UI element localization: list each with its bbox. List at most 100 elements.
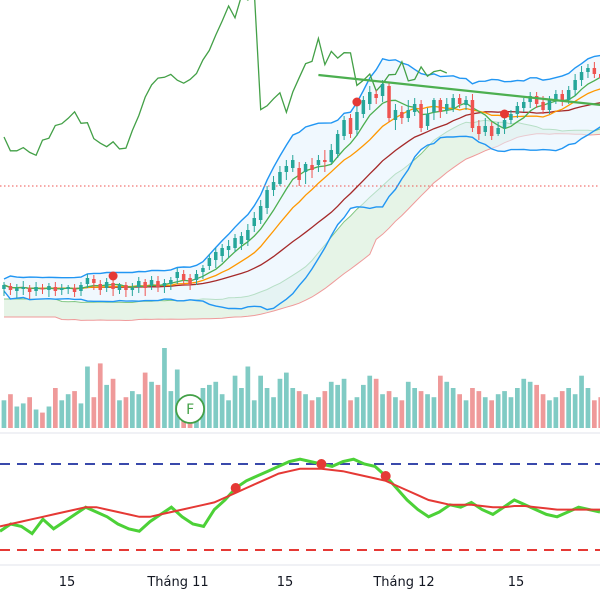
candle-body	[496, 128, 500, 134]
candle-body	[220, 248, 224, 256]
candle-body	[291, 160, 295, 168]
candle-body	[586, 68, 590, 72]
candle-body	[310, 165, 314, 170]
candle-body	[303, 164, 308, 172]
volume-bar	[585, 388, 591, 428]
volume-bar	[46, 406, 52, 428]
ma-short-line	[3, 76, 600, 290]
stochastic-k-line	[0, 457, 600, 536]
candle-body	[355, 112, 359, 130]
bollinger-lower	[3, 126, 600, 311]
stochastic-marker	[380, 471, 391, 481]
volume-bar	[316, 397, 321, 428]
candle-body	[162, 283, 167, 286]
candle-body	[214, 252, 218, 260]
volume-bar	[547, 400, 552, 428]
candle-body	[79, 285, 83, 291]
volume-bar	[168, 391, 174, 428]
candle-body	[252, 218, 256, 226]
candle-body	[457, 98, 462, 104]
volume-bar	[78, 403, 84, 428]
candle-body	[297, 168, 301, 180]
volume-signal-marker	[175, 394, 205, 424]
candle-body	[92, 279, 96, 283]
volume-bar	[59, 400, 65, 428]
volume-bar	[245, 366, 251, 428]
volume-bar	[72, 391, 77, 428]
volume-bar	[27, 397, 32, 428]
x-tick-label: 15	[59, 575, 76, 590]
volume-bar	[431, 397, 437, 428]
volume-bar	[85, 366, 90, 428]
volume-bar	[386, 391, 392, 428]
bollinger-band-fill	[4, 55, 600, 310]
candle-body	[368, 92, 372, 104]
candle-body	[181, 274, 186, 280]
stochastic-d-line	[0, 467, 600, 528]
volume-bar	[508, 397, 514, 428]
candle-body	[528, 96, 532, 102]
candle-body	[380, 84, 385, 96]
volume-bar	[33, 409, 39, 428]
candle-body	[226, 246, 231, 250]
volume-bar	[444, 381, 450, 428]
x-tick-label: Tháng 11	[146, 575, 208, 590]
candle-body	[374, 94, 378, 98]
candle-body	[85, 278, 90, 284]
candle-body	[175, 272, 179, 278]
volume-bar	[155, 384, 161, 428]
volume-bar	[572, 394, 578, 428]
candle-body	[566, 90, 571, 100]
volume-bar	[296, 391, 302, 428]
candle-body	[111, 283, 115, 289]
volume-bar	[104, 384, 109, 428]
candle-body	[541, 102, 545, 110]
candle-body	[34, 287, 38, 291]
volume-bar	[162, 348, 167, 428]
candle-body	[470, 100, 475, 128]
x-tick-label: 15	[277, 575, 294, 590]
volume-bar	[489, 400, 494, 428]
lagging-line	[3, 0, 448, 157]
candle-body	[522, 102, 526, 108]
candle-body	[515, 106, 520, 114]
volume-bar	[335, 384, 340, 428]
candle-body	[432, 100, 436, 112]
volume-bar	[309, 400, 315, 428]
candle-body	[425, 114, 430, 126]
candle-body	[117, 285, 122, 290]
candle-body	[579, 72, 584, 80]
candle-body	[412, 104, 417, 112]
volume-bar	[373, 378, 379, 428]
volume-bar	[130, 391, 135, 428]
volume-bar	[425, 394, 430, 428]
candle-body	[284, 166, 289, 172]
candle-body	[393, 110, 398, 120]
candle-body	[509, 114, 513, 120]
candle-body	[451, 98, 455, 108]
volume-bar	[598, 397, 600, 428]
candle-body	[554, 94, 558, 100]
volume-bar	[328, 381, 334, 428]
candle-body	[547, 100, 552, 110]
candle-body	[258, 206, 263, 220]
volume-bar	[232, 375, 238, 428]
volume-bar	[361, 384, 366, 428]
volume-bar	[527, 381, 533, 428]
volume-bar	[14, 406, 20, 428]
candle-body	[464, 100, 468, 105]
price-panel	[0, 0, 600, 322]
candle-body	[534, 96, 539, 104]
candle-body	[72, 288, 77, 292]
candle-body	[21, 287, 25, 289]
volume-bar	[226, 400, 231, 428]
volume-bar	[354, 397, 360, 428]
candle-body	[47, 286, 51, 290]
candle-body	[335, 134, 340, 154]
candle-body	[573, 80, 577, 90]
volume-panel: F	[1, 348, 600, 428]
trendline	[318, 73, 600, 107]
volume-bar	[322, 391, 328, 428]
candle-body	[406, 110, 410, 118]
